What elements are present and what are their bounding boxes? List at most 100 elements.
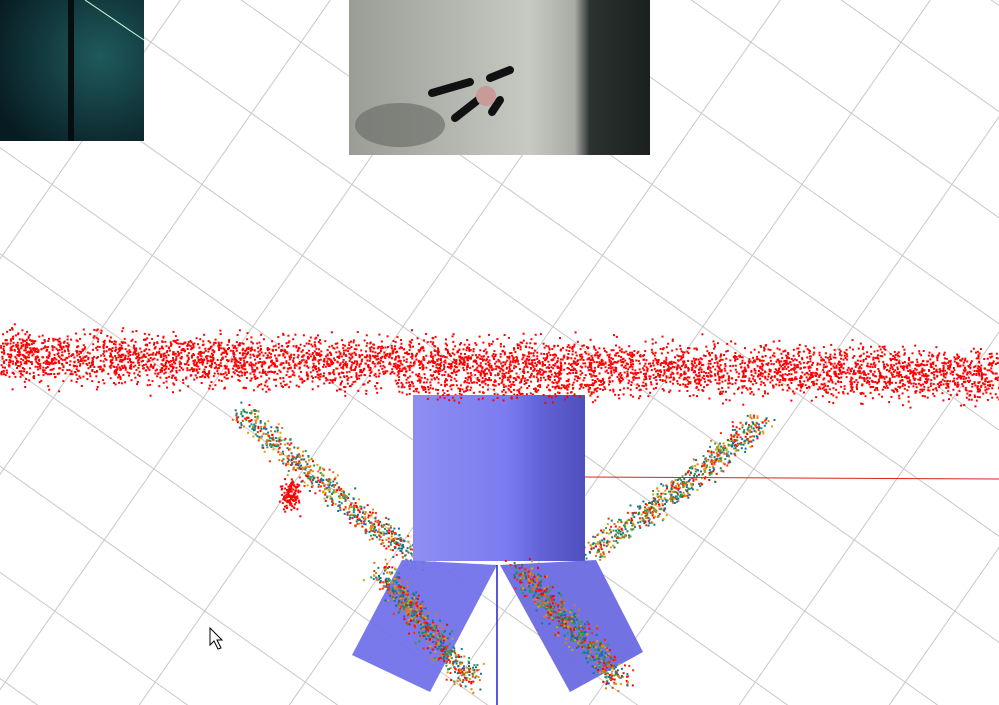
point xyxy=(352,369,355,371)
point xyxy=(459,343,461,346)
point xyxy=(700,368,703,371)
point xyxy=(444,359,447,362)
point xyxy=(700,358,703,361)
point xyxy=(142,364,145,366)
point xyxy=(569,372,572,375)
point xyxy=(596,395,599,398)
point xyxy=(503,345,505,348)
point xyxy=(645,359,648,362)
point xyxy=(51,360,53,363)
point xyxy=(430,355,433,358)
point xyxy=(203,368,206,371)
point xyxy=(797,347,800,350)
point xyxy=(207,372,210,375)
point xyxy=(592,384,595,387)
point xyxy=(499,355,502,358)
point xyxy=(241,342,244,345)
point xyxy=(509,385,512,388)
point xyxy=(876,349,879,352)
point xyxy=(984,389,987,392)
point xyxy=(339,376,342,379)
point xyxy=(580,353,583,356)
point xyxy=(902,367,905,370)
point xyxy=(708,379,711,382)
point xyxy=(173,361,176,364)
point xyxy=(162,335,165,338)
point xyxy=(137,366,140,369)
point xyxy=(903,361,906,363)
point xyxy=(509,360,512,363)
point xyxy=(840,372,843,375)
point xyxy=(923,364,926,367)
point xyxy=(936,355,939,358)
point xyxy=(776,358,779,361)
point xyxy=(253,373,256,376)
point xyxy=(145,363,147,366)
point xyxy=(357,389,360,392)
point xyxy=(238,344,241,347)
point xyxy=(929,365,932,368)
point xyxy=(622,361,624,364)
point xyxy=(162,347,165,350)
point xyxy=(312,362,315,365)
point xyxy=(275,384,277,387)
point xyxy=(727,382,730,385)
point xyxy=(61,354,64,357)
point xyxy=(19,375,22,378)
point xyxy=(821,395,824,398)
point xyxy=(604,362,607,365)
point xyxy=(635,359,638,362)
point xyxy=(195,369,198,372)
point xyxy=(31,363,33,366)
point xyxy=(646,367,649,370)
point xyxy=(120,347,123,349)
point xyxy=(879,376,882,379)
point xyxy=(883,377,886,380)
point xyxy=(19,365,22,368)
point xyxy=(132,361,135,364)
point xyxy=(364,362,367,365)
point xyxy=(911,371,914,374)
point xyxy=(59,344,62,347)
point xyxy=(439,367,442,370)
point xyxy=(611,358,614,361)
point xyxy=(443,363,445,366)
point xyxy=(46,373,49,376)
point xyxy=(84,346,87,349)
point xyxy=(890,371,893,374)
point xyxy=(806,387,808,389)
point xyxy=(933,395,936,398)
point xyxy=(299,343,302,346)
point xyxy=(846,355,849,358)
point xyxy=(3,361,5,364)
point xyxy=(182,381,185,384)
point xyxy=(10,354,13,357)
point xyxy=(319,375,322,378)
point xyxy=(2,342,4,345)
point xyxy=(355,344,358,347)
point xyxy=(720,353,723,356)
point xyxy=(936,375,939,378)
point xyxy=(881,345,884,348)
point xyxy=(493,350,496,353)
point xyxy=(443,366,446,368)
point xyxy=(91,370,94,372)
point xyxy=(970,390,973,393)
point xyxy=(253,364,256,367)
point xyxy=(83,355,86,358)
point xyxy=(103,382,106,385)
point xyxy=(539,373,542,376)
point xyxy=(678,389,681,392)
point xyxy=(39,367,42,370)
point xyxy=(242,342,245,345)
point xyxy=(550,373,553,376)
point xyxy=(95,357,98,360)
point xyxy=(476,378,479,381)
point xyxy=(859,375,862,378)
point xyxy=(241,371,244,374)
point xyxy=(778,339,781,342)
point xyxy=(232,351,235,354)
point xyxy=(801,358,804,361)
point xyxy=(19,347,22,350)
point xyxy=(709,359,712,362)
